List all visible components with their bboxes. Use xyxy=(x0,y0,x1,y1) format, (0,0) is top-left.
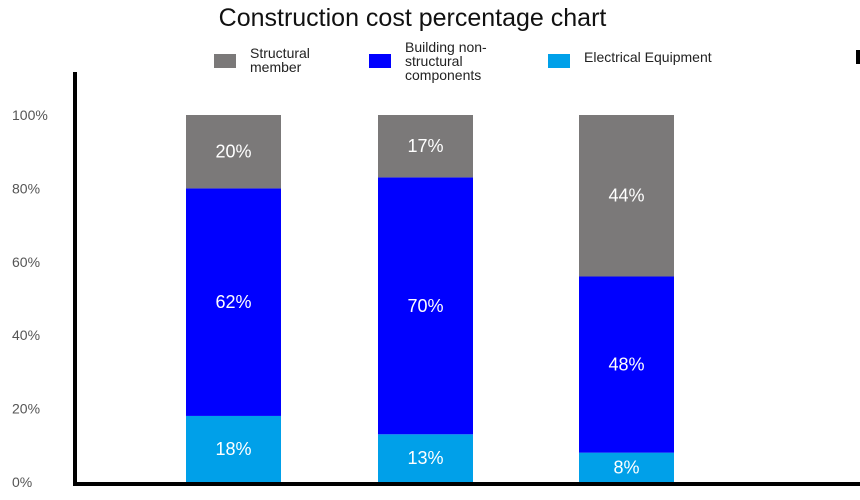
legend-item-structural: Structural member xyxy=(214,40,350,74)
edge-mark xyxy=(856,50,860,64)
bar-segment xyxy=(378,115,473,178)
chart-title: Construction cost percentage chart xyxy=(218,4,607,32)
legend-item-electrical: Electrical Equipment xyxy=(548,40,744,68)
legend-swatch-structural xyxy=(214,54,236,68)
bar-segment xyxy=(579,276,674,453)
data-label: 62% xyxy=(215,292,251,312)
bar-segment xyxy=(579,452,674,482)
y-tick-labels: 0% 20% 40% 60% 80% 100% xyxy=(12,107,48,490)
data-label: 13% xyxy=(407,448,443,468)
bar-segment xyxy=(378,177,473,435)
data-label: 44% xyxy=(608,186,644,206)
legend-swatch-electrical xyxy=(548,54,570,68)
data-label: 8% xyxy=(613,457,639,477)
legend: Structural member Building non-structura… xyxy=(0,40,860,90)
y-tick-label: 80% xyxy=(12,180,40,196)
y-tick-label: 40% xyxy=(12,327,40,343)
bar-segment xyxy=(186,115,281,189)
bar-segment xyxy=(579,115,674,277)
data-label: 70% xyxy=(407,296,443,316)
y-tick-label: 60% xyxy=(12,254,40,270)
bar-segment xyxy=(186,415,281,482)
bar-segment xyxy=(378,434,473,482)
y-tick-label: 0% xyxy=(12,474,32,490)
y-tick-label: 20% xyxy=(12,401,40,417)
legend-swatch-nonstructural xyxy=(369,54,391,68)
data-label: 18% xyxy=(215,439,251,459)
legend-label-nonstructural: Building non-structural components xyxy=(405,39,487,83)
data-label: 48% xyxy=(608,355,644,375)
legend-label-structural: Structural member xyxy=(250,45,310,75)
bar-segment xyxy=(186,188,281,416)
legend-item-nonstructural: Building non-structural components xyxy=(369,40,515,82)
data-label: 20% xyxy=(215,142,251,162)
bars-group: 18% 13% 8% 62% 70% 48% 20% 17% 44% xyxy=(186,115,674,482)
legend-label-electrical: Electrical Equipment xyxy=(584,49,712,65)
data-label: 17% xyxy=(407,136,443,156)
y-tick-label: 100% xyxy=(12,107,48,123)
